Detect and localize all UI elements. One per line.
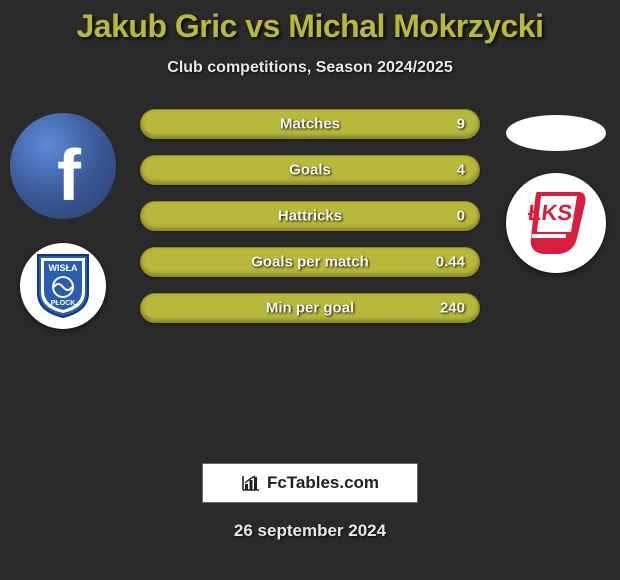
stat-label: Min per goal xyxy=(266,300,354,317)
stat-row: Goals 4 xyxy=(140,155,480,185)
wisla-plock-shield-icon: WISŁA PŁOCK xyxy=(34,253,92,319)
stat-row: Min per goal 240 xyxy=(140,293,480,323)
facebook-icon: f xyxy=(57,135,81,217)
svg-text:PŁOCK: PŁOCK xyxy=(51,300,76,307)
brand-badge[interactable]: FcTables.com xyxy=(202,463,418,503)
svg-text:WISŁA: WISŁA xyxy=(49,263,78,273)
stat-row: Matches 9 xyxy=(140,109,480,139)
stat-value: 4 xyxy=(457,162,465,179)
stat-label: Goals xyxy=(289,162,331,179)
stats-list: Matches 9 Goals 4 Hattricks 0 Goals per match 0… xyxy=(140,109,480,339)
stat-value: 0 xyxy=(457,208,465,225)
stat-label: Matches xyxy=(280,116,340,133)
player-right-avatar xyxy=(506,115,606,151)
lks-lodz-shield-icon: ŁKS xyxy=(519,186,593,260)
player-left-club-badge: WISŁA PŁOCK xyxy=(20,243,106,329)
player-left-avatar: f xyxy=(10,113,116,219)
bar-chart-icon xyxy=(241,474,261,492)
comparison-content: f WISŁA PŁOCK ŁKS Matches 9 Goals 4 Hattrick… xyxy=(0,105,620,445)
stat-row: Hattricks 0 xyxy=(140,201,480,231)
brand-name: FcTables.com xyxy=(267,473,379,493)
subtitle: Club competitions, Season 2024/2025 xyxy=(0,59,620,77)
player-right-club-badge: ŁKS xyxy=(506,173,606,273)
stat-value: 0.44 xyxy=(436,254,465,271)
page-title: Jakub Gric vs Michal Mokrzycki xyxy=(0,0,620,45)
stat-value: 9 xyxy=(457,116,465,133)
date-label: 26 september 2024 xyxy=(0,521,620,541)
stat-row: Goals per match 0.44 xyxy=(140,247,480,277)
stat-value: 240 xyxy=(440,300,465,317)
stat-label: Goals per match xyxy=(251,254,369,271)
svg-text:ŁKS: ŁKS xyxy=(527,200,574,225)
stat-label: Hattricks xyxy=(278,208,342,225)
